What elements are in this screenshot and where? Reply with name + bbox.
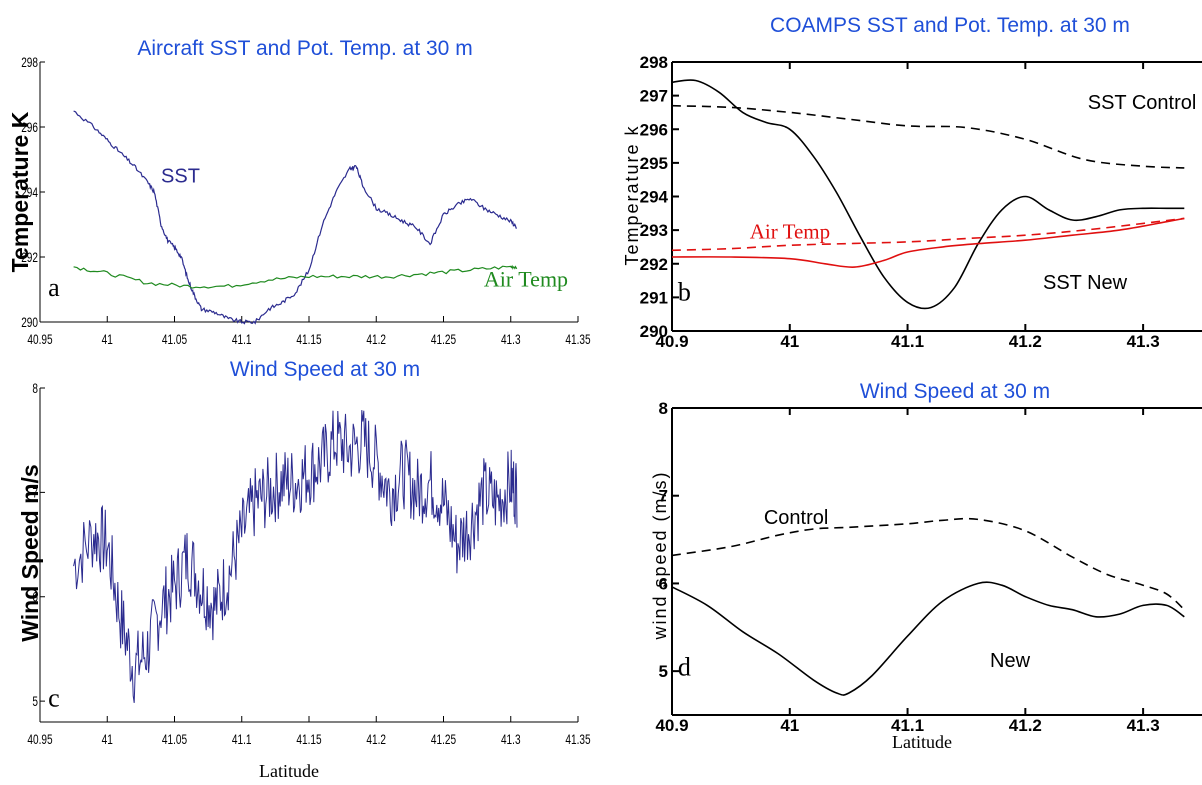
x-tick-label-b: 41.2 bbox=[1009, 332, 1042, 351]
y-tick-label-a: 294 bbox=[21, 184, 38, 200]
x-tick-label-c: 41.2 bbox=[366, 731, 386, 747]
annotation-c-c: c bbox=[48, 683, 60, 712]
annotation-b-b: b bbox=[678, 278, 691, 307]
annotation-sst-a: SST bbox=[161, 165, 200, 187]
y-axis-label-d: wind speed (m/s) bbox=[650, 470, 670, 640]
x-tick-label-d: 41.1 bbox=[891, 716, 924, 735]
control-line-d bbox=[671, 517, 1185, 611]
x-tick-label-c: 41.35 bbox=[565, 731, 590, 747]
x-axis-label-d: Latitude bbox=[892, 732, 952, 752]
x-axis-label-c: Latitude bbox=[259, 761, 319, 781]
x-tick-label-d: 41 bbox=[780, 716, 799, 735]
x-tick-label-a: 41.3 bbox=[501, 331, 521, 347]
x-tick-label-a: 41.15 bbox=[296, 331, 321, 347]
y-tick-label-a: 290 bbox=[21, 314, 38, 330]
y-tick-label-d: 5 bbox=[659, 662, 668, 681]
annotation-air-temp-b: Air Temp bbox=[750, 220, 830, 244]
y-tick-label-b: 292 bbox=[640, 255, 668, 274]
y-tick-label-a: 292 bbox=[21, 249, 38, 265]
y-tick-label-c: 6 bbox=[32, 589, 38, 605]
chart-title-a: Aircraft SST and Pot. Temp. at 30 m bbox=[137, 37, 472, 60]
y-tick-label-b: 294 bbox=[640, 188, 669, 207]
x-tick-label-c: 41.15 bbox=[296, 731, 321, 747]
annotation-a-a: a bbox=[48, 273, 60, 302]
y-tick-label-c: 8 bbox=[32, 380, 38, 396]
annotation-control-d: Control bbox=[764, 507, 828, 529]
x-tick-label-a: 41 bbox=[102, 331, 113, 347]
x-tick-label-c: 41.05 bbox=[162, 731, 187, 747]
air-temp-control-line-b bbox=[671, 217, 1185, 252]
y-tick-label-c: 5 bbox=[32, 694, 38, 710]
x-tick-label-a: 40.95 bbox=[27, 331, 52, 347]
x-tick-label-a: 41.2 bbox=[366, 331, 386, 347]
sst-new-line-b bbox=[671, 79, 1185, 310]
x-tick-label-c: 41.25 bbox=[431, 731, 456, 747]
x-tick-label-c: 41 bbox=[102, 731, 113, 747]
y-tick-label-b: 297 bbox=[640, 87, 668, 106]
x-tick-label-a: 41.1 bbox=[232, 331, 252, 347]
chart-title-c: Wind Speed at 30 m bbox=[230, 358, 420, 381]
y-tick-label-d: 7 bbox=[659, 487, 668, 506]
x-tick-label-b: 41.3 bbox=[1127, 332, 1160, 351]
x-tick-label-b: 40.9 bbox=[655, 332, 688, 351]
x-tick-label-d: 40.9 bbox=[655, 716, 688, 735]
sst-line-a bbox=[73, 110, 517, 325]
annotation-new-d: New bbox=[990, 650, 1031, 672]
air-temp-line-a bbox=[73, 264, 518, 289]
x-tick-label-c: 41.3 bbox=[501, 731, 521, 747]
y-tick-label-b: 290 bbox=[640, 322, 668, 341]
x-tick-label-b: 41 bbox=[780, 332, 799, 351]
y-tick-label-b: 293 bbox=[640, 221, 668, 240]
chart-title-d: Wind Speed at 30 m bbox=[860, 380, 1050, 403]
x-tick-label-a: 41.05 bbox=[162, 331, 187, 347]
x-tick-label-a: 41.25 bbox=[431, 331, 456, 347]
y-tick-label-a: 296 bbox=[21, 119, 38, 135]
y-tick-label-b: 295 bbox=[640, 154, 668, 173]
panel-a-aircraft-temperature: Aircraft SST and Pot. Temp. at 30 m 40.95… bbox=[7, 37, 591, 347]
air-temp-line-b bbox=[671, 217, 1185, 268]
y-tick-label-b: 298 bbox=[640, 53, 668, 72]
annotation-d-d: d bbox=[678, 653, 691, 682]
panel-b-coamps-temperature: COAMPS SST and Pot. Temp. at 30 m 40.9 41 4… bbox=[622, 14, 1202, 351]
chart-title-b: COAMPS SST and Pot. Temp. at 30 m bbox=[770, 14, 1130, 37]
y-axis-label-b: Temperature k bbox=[622, 124, 642, 265]
y-tick-label-b: 296 bbox=[640, 120, 668, 139]
x-tick-label-d: 41.2 bbox=[1009, 716, 1042, 735]
x-tick-label-c: 41.1 bbox=[232, 731, 252, 747]
y-tick-label-d: 8 bbox=[659, 399, 668, 418]
y-tick-label-b: 291 bbox=[640, 288, 668, 307]
new-line-d bbox=[671, 581, 1185, 696]
y-tick-label-a: 298 bbox=[21, 54, 38, 70]
annotation-air-temp-a: Air Temp bbox=[484, 266, 568, 291]
y-tick-label-c: 7 bbox=[32, 485, 38, 501]
panel-c-aircraft-wind-speed: Wind Speed at 30 m 40.95 41 41.05 41.1 41.15 4… bbox=[17, 358, 591, 781]
x-tick-label-a: 41.35 bbox=[565, 331, 590, 347]
wind-speed-line-c bbox=[73, 410, 518, 703]
y-axis-label-a: Temperature K bbox=[7, 111, 33, 272]
annotation-sst-control-b: SST Control bbox=[1088, 92, 1197, 114]
panel-d-coamps-wind-speed: Wind Speed at 30 m 40.9 41 41.1 41.2 41.3 5 6 7 8… bbox=[650, 380, 1202, 752]
annotation-sst-new-b: SST New bbox=[1043, 272, 1128, 294]
x-tick-label-c: 40.95 bbox=[27, 731, 52, 747]
x-tick-label-d: 41.3 bbox=[1127, 716, 1160, 735]
y-axis-label-c: Wind Speed m/s bbox=[17, 464, 43, 641]
x-tick-label-b: 41.1 bbox=[891, 332, 924, 351]
y-tick-label-d: 6 bbox=[659, 574, 668, 593]
